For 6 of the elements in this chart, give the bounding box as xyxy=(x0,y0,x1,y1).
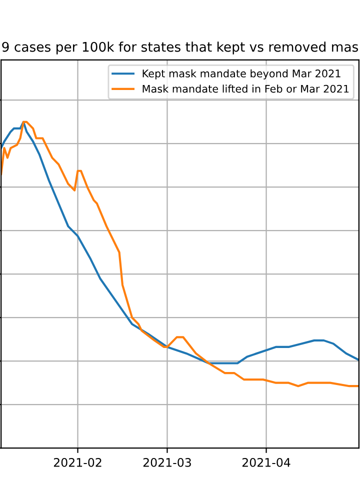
x-tick-label: 2021-03 xyxy=(143,458,191,467)
legend-label: Kept mask mandate beyond Mar 2021 xyxy=(142,69,340,80)
x-tick-label: 2021-04 xyxy=(242,458,290,467)
legend-label: Mask mandate lifted in Feb or Mar 2021 xyxy=(142,84,349,93)
x-tick-label: 2021-02 xyxy=(54,458,102,467)
chart-title: 9 cases per 100k for states that kept vs removed mas xyxy=(2,42,358,54)
